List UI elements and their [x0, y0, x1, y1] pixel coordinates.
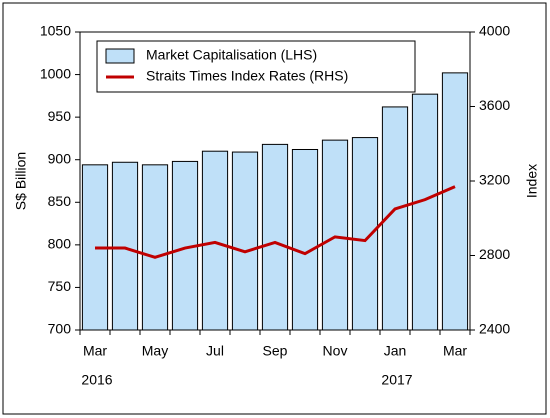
- x-tick-label: May: [142, 343, 168, 359]
- bar: [321, 139, 349, 331]
- x-tick-label: Mar: [83, 343, 107, 359]
- bar: [351, 137, 379, 331]
- y2-axis-label: Index: [524, 164, 540, 198]
- y-tick-label: 800: [48, 236, 72, 252]
- y-tick-label: 900: [48, 150, 72, 166]
- bar: [201, 150, 229, 331]
- y-tick-label: 950: [48, 108, 72, 124]
- x-tick-label: Nov: [323, 343, 348, 359]
- x-tick-label: Mar: [443, 343, 467, 359]
- y-tick-label: 850: [48, 193, 72, 209]
- x-tick-label: Jul: [206, 343, 224, 359]
- legend: Market Capitalisation (LHS) Straits Times…: [96, 40, 416, 93]
- bar: [111, 161, 139, 331]
- y2-tick-label: 2800: [479, 246, 510, 262]
- y2-tick-label: 4000: [479, 23, 510, 39]
- y2-tick-label: 3200: [479, 172, 510, 188]
- bar: [231, 151, 259, 331]
- legend-label: Straits Times Index Rates (RHS): [146, 68, 348, 84]
- y2-tick-label: 3600: [479, 97, 510, 113]
- y-tick-label: 750: [48, 278, 72, 294]
- bar: [291, 148, 319, 331]
- x-tick-label: Jan: [384, 343, 407, 359]
- bar: [141, 164, 169, 331]
- year-label: 2016: [81, 372, 112, 388]
- bar: [261, 143, 289, 331]
- legend-label: Market Capitalisation (LHS): [146, 47, 317, 63]
- year-label: 2017: [381, 372, 412, 388]
- y-tick-label: 700: [48, 321, 72, 337]
- y-axis-label: S$ Billion: [13, 152, 29, 210]
- y-tick-label: 1050: [40, 23, 71, 39]
- line-series: [95, 185, 456, 259]
- x-tick-label: Sep: [263, 343, 288, 359]
- y-tick-label: 1000: [40, 65, 71, 81]
- y2-tick-label: 2400: [479, 321, 510, 337]
- bar: [411, 93, 439, 331]
- legend-box: [96, 40, 416, 93]
- bar: [441, 72, 469, 331]
- legend-swatch: [105, 48, 135, 64]
